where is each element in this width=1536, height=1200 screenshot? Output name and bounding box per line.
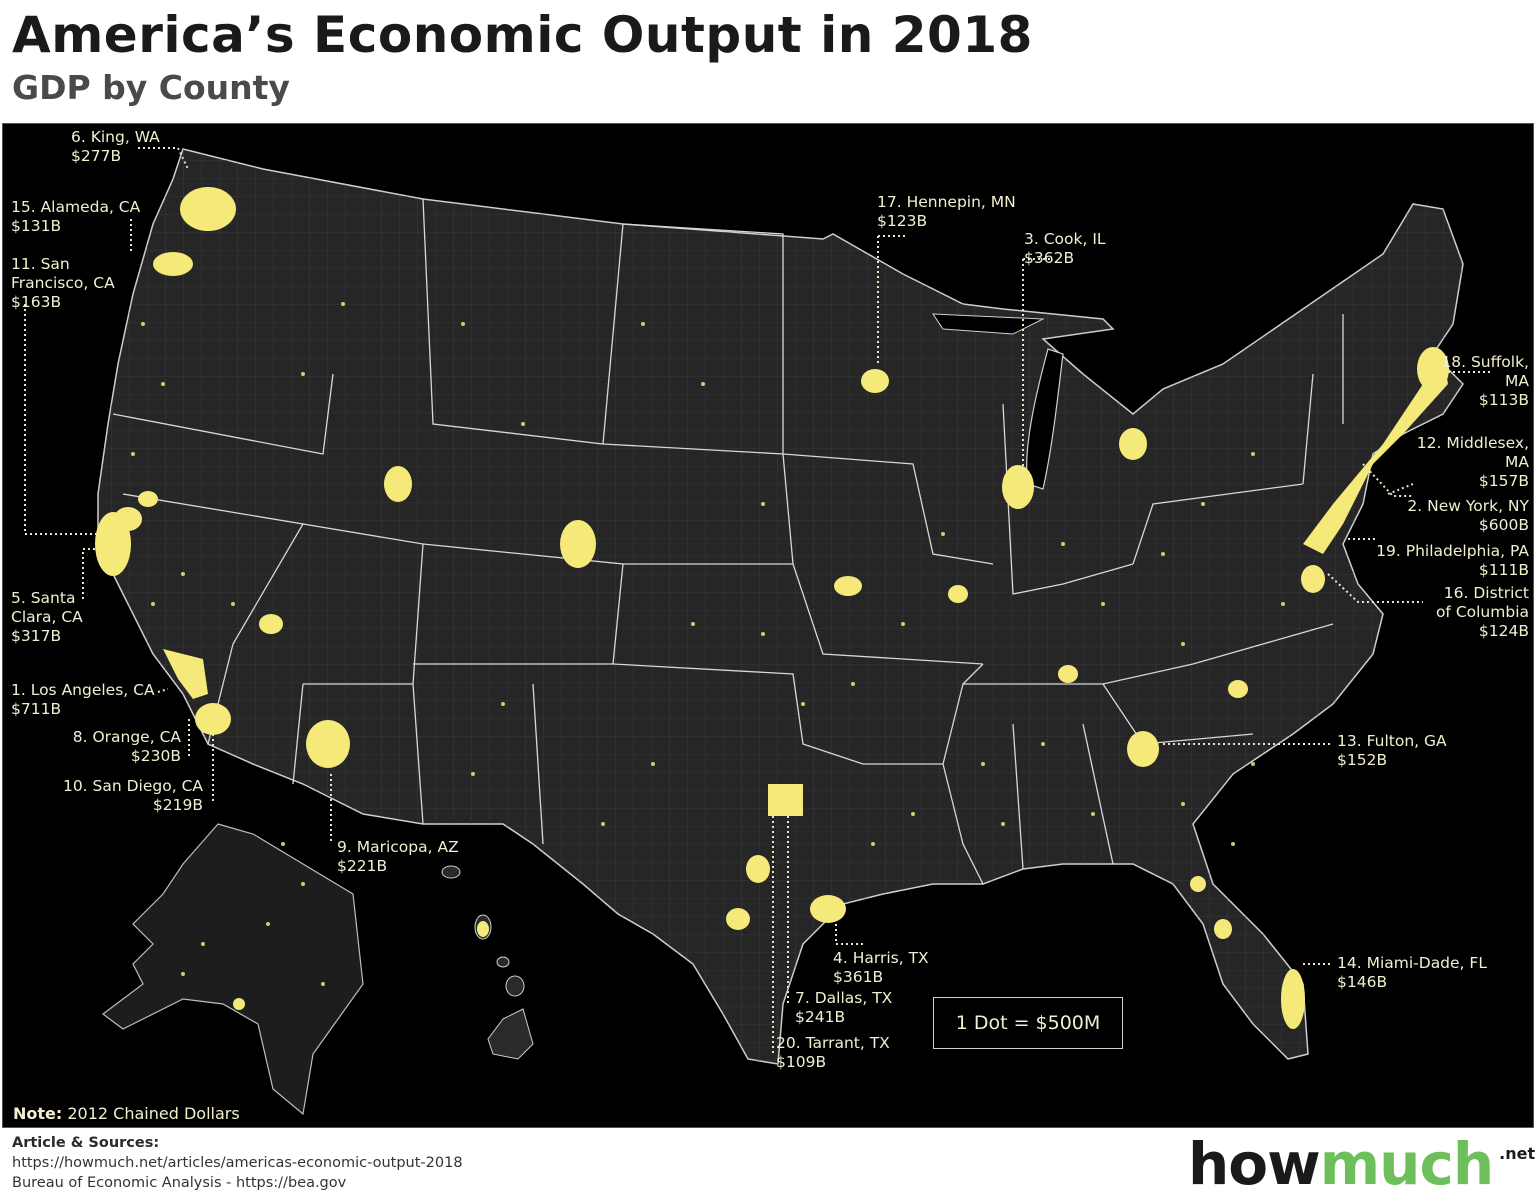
- alaska-shape: [102, 823, 364, 1116]
- label-cook-il: 3. Cook, IL $362B: [1024, 230, 1106, 267]
- hawaii-shape: [441, 865, 534, 1060]
- label-san-francisco-ca: 11. San Francisco, CA $163B: [11, 255, 115, 311]
- label-los-angeles-ca: 1. Los Angeles, CA $711B: [11, 681, 155, 718]
- label-miami-dade-fl: 14. Miami-Dade, FL $146B: [1337, 954, 1487, 991]
- lake-michigan: [1026, 348, 1064, 490]
- label-santa-clara-ca: 5. Santa Clara, CA $317B: [11, 589, 83, 645]
- label-alameda-ca: 15. Alameda, CA $131B: [11, 198, 141, 235]
- source-bea-link[interactable]: Bureau of Economic Analysis - https://be…: [12, 1175, 347, 1191]
- sources-heading: Article & Sources:: [12, 1135, 160, 1151]
- page-subtitle: GDP by County: [12, 68, 290, 107]
- label-middlesex-ma: 12. Middlesex, MA $157B: [1416, 434, 1529, 490]
- label-district-of-columbia: 16. District of Columbia $124B: [1435, 584, 1529, 640]
- label-philadelphia-pa: 19. Philadelphia, PA $111B: [1376, 542, 1529, 579]
- source-article-link[interactable]: https://howmuch.net/articles/americas-ec…: [12, 1155, 463, 1171]
- howmuch-logo: howmuch .net: [1188, 1130, 1536, 1198]
- us-map: [24, 147, 1493, 1116]
- state-borders: [112, 198, 1344, 885]
- label-orange-ca: 8. Orange, CA $230B: [72, 728, 181, 765]
- gdp-scatter-dots: [131, 302, 1285, 986]
- dot-legend: 1 Dot = $500M: [933, 997, 1123, 1049]
- label-suffolk-ma: 18. Suffolk, MA $113B: [1441, 353, 1529, 409]
- note-text: Note: 2012 Chained Dollars: [13, 1104, 240, 1123]
- label-maricopa-az: 9. Maricopa, AZ $221B: [337, 838, 459, 875]
- leader-lines: [24, 147, 1493, 1054]
- label-new-york-ny: 2. New York, NY $600B: [1407, 497, 1529, 534]
- label-king-wa: 6. King, WA $277B: [71, 128, 160, 165]
- label-tarrant-tx: 20. Tarrant, TX $109B: [776, 1034, 890, 1071]
- map-panel: 6. King, WA $277B 15. Alameda, CA $131B …: [2, 123, 1534, 1128]
- county-grid: [98, 149, 1463, 1064]
- label-harris-tx: 4. Harris, TX $361B: [833, 949, 929, 986]
- page-title: America’s Economic Output in 2018: [12, 6, 1033, 64]
- label-hennepin-mn: 17. Hennepin, MN $123B: [877, 193, 1016, 230]
- lake-superior: [932, 313, 1045, 335]
- sources-block: Article & Sources: https://howmuch.net/a…: [12, 1133, 463, 1193]
- gdp-dot-clusters: [95, 187, 1449, 1029]
- label-fulton-ga: 13. Fulton, GA $152B: [1337, 732, 1447, 769]
- label-dallas-tx: 7. Dallas, TX $241B: [795, 989, 893, 1026]
- label-san-diego-ca: 10. San Diego, CA $219B: [62, 777, 203, 814]
